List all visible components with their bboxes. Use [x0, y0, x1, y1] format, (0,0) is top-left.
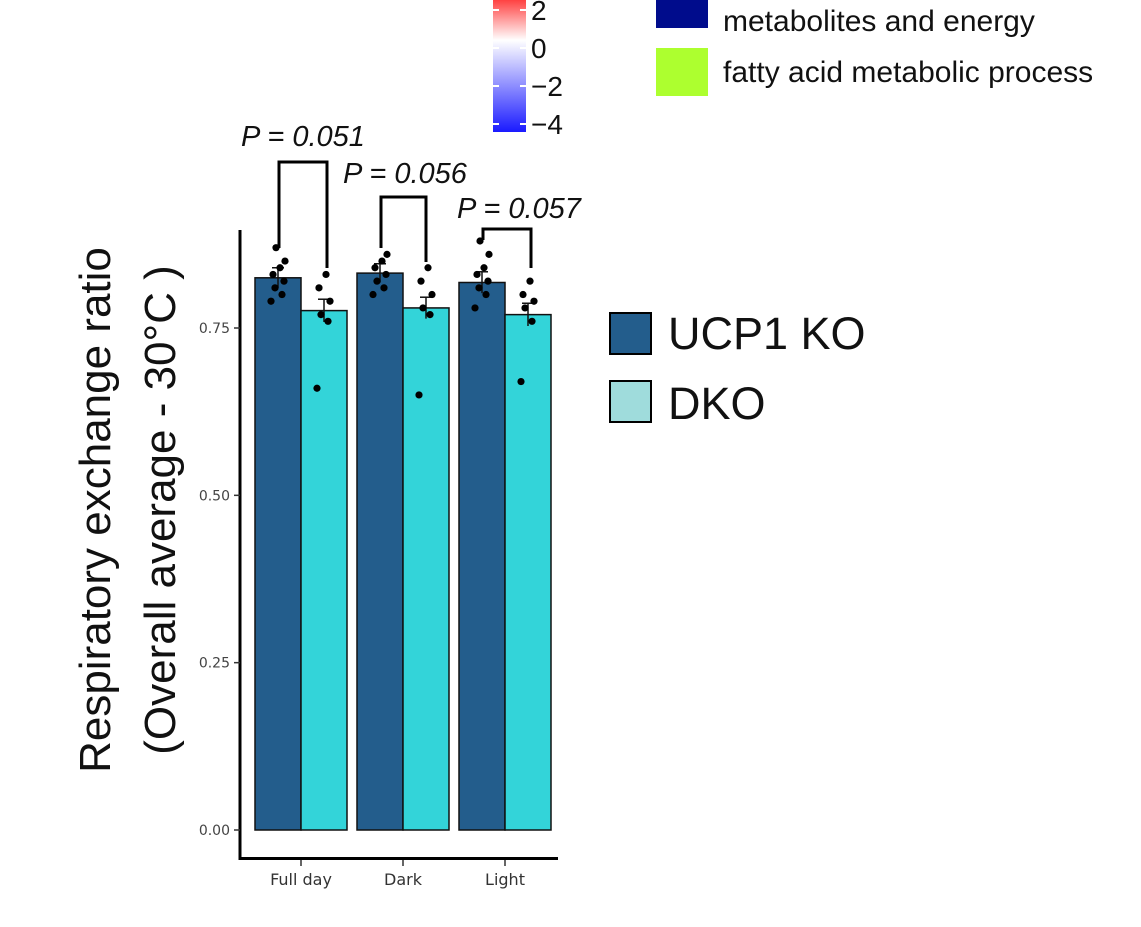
colorscale: 2 0 −2 −4	[493, 0, 563, 140]
data-point	[480, 264, 488, 272]
colorscale-tick-label: 0	[531, 33, 547, 64]
y-tick-label: 0.50	[199, 488, 230, 504]
data-point	[417, 277, 425, 285]
data-point	[276, 264, 284, 272]
data-point	[324, 317, 332, 325]
top-legend-label-metabolites: metabolites and energy	[723, 5, 1035, 38]
data-point	[371, 264, 379, 272]
bracket-full-day	[277, 160, 329, 268]
bar-light-dko	[504, 313, 552, 831]
data-point	[428, 290, 436, 299]
data-point	[278, 290, 286, 299]
data-point	[382, 270, 390, 279]
data-point	[517, 377, 525, 386]
colorscale-tick-label: −4	[531, 109, 563, 140]
top-legend-swatch-metabolites	[656, 0, 708, 28]
p-value-light: P = 0.057	[457, 193, 583, 225]
y-axis-title-line2: (Overall average - 30°C )	[136, 265, 185, 755]
data-point	[424, 264, 432, 272]
y-tick-label: 0.25	[199, 656, 230, 672]
y-axis-title-line1: Respiratory exchange ratio	[71, 247, 120, 773]
top-legend: metabolites and energy fatty acid metabo…	[656, 0, 1093, 96]
colorscale-tick-label: 2	[531, 0, 547, 26]
data-point	[383, 250, 391, 258]
legend-swatch-ucp1-ko	[609, 312, 652, 355]
data-point	[482, 290, 490, 299]
data-point	[369, 290, 377, 299]
data-point	[485, 250, 493, 258]
significance-annotations: P = 0.051 P = 0.056 P = 0.057	[241, 121, 583, 268]
data-point	[378, 257, 386, 265]
legend-label-ucp1-ko: UCP1 KO	[668, 308, 866, 359]
p-value-dark: P = 0.056	[343, 158, 468, 190]
data-point	[313, 384, 321, 392]
y-tick-label: 0.75	[199, 321, 230, 337]
legend-swatch-dko	[609, 380, 652, 423]
legend-label-dko: DKO	[668, 378, 766, 429]
data-point	[521, 304, 529, 312]
y-tick-label: 0.00	[199, 823, 230, 839]
top-legend-label-fatty-acid: fatty acid metabolic process	[723, 56, 1093, 89]
data-point	[317, 311, 325, 319]
data-point	[269, 270, 277, 279]
y-ticks: 0.00 0.25 0.50 0.75	[199, 321, 240, 839]
legend: UCP1 KO DKO	[609, 308, 866, 429]
top-legend-swatch-fatty-acid	[656, 48, 708, 96]
data-point	[484, 277, 492, 285]
bar-full-day-ucp1-ko	[254, 277, 302, 831]
x-tick-label: Dark	[384, 870, 423, 889]
data-point	[326, 297, 334, 305]
data-point	[519, 290, 527, 299]
bracket-light	[481, 227, 533, 268]
x-tick-label: Full day	[270, 870, 332, 889]
y-axis-title: Respiratory exchange ratio (Overall aver…	[71, 247, 185, 773]
data-point	[322, 270, 330, 279]
bar-full-day-dko	[300, 309, 348, 831]
data-point	[373, 277, 381, 285]
p-value-full-day: P = 0.051	[241, 121, 365, 153]
data-point	[419, 304, 427, 312]
bar-dark-ucp1-ko	[356, 272, 404, 831]
data-point	[471, 304, 479, 312]
data-point	[528, 317, 536, 325]
data-point	[315, 284, 323, 292]
data-point	[281, 257, 289, 265]
colorscale-tick-label: −2	[531, 71, 563, 102]
x-tick-labels: Full day Dark Light	[270, 860, 525, 889]
data-point	[267, 297, 275, 305]
bars	[254, 272, 552, 831]
data-points	[267, 237, 538, 399]
colorscale-bar	[493, 0, 526, 132]
bracket-dark	[379, 195, 428, 262]
x-tick-label: Light	[485, 870, 525, 889]
data-point	[380, 284, 388, 292]
bar-dark-dko	[402, 307, 450, 831]
data-point	[426, 311, 434, 319]
data-point	[475, 284, 483, 292]
data-point	[473, 270, 481, 279]
bar-light-ucp1-ko	[458, 281, 506, 831]
data-point	[530, 297, 538, 305]
data-point	[271, 284, 279, 292]
data-point	[526, 277, 534, 285]
data-point	[280, 277, 288, 285]
data-point	[415, 391, 423, 399]
